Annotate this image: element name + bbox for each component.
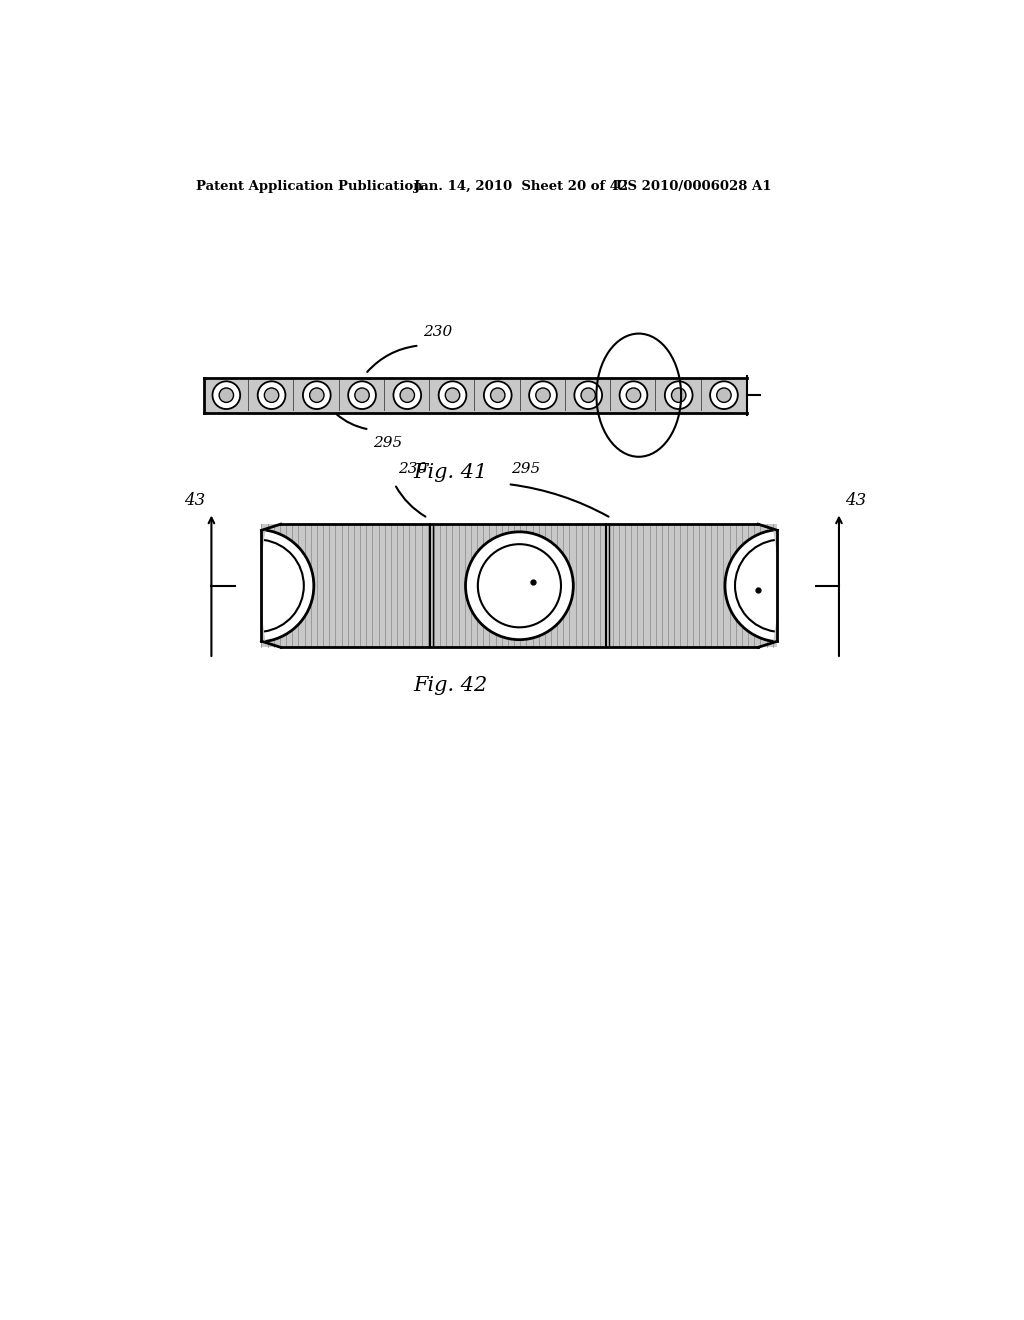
Text: 295: 295 [373, 436, 402, 450]
Text: Fig. 42: Fig. 42 [413, 676, 487, 694]
Circle shape [264, 388, 279, 403]
Circle shape [309, 388, 324, 403]
Circle shape [445, 388, 460, 403]
Bar [204, 378, 746, 412]
Text: Fig. 41: Fig. 41 [413, 462, 487, 482]
Text: Jan. 14, 2010  Sheet 20 of 42: Jan. 14, 2010 Sheet 20 of 42 [414, 181, 628, 194]
Bar [261, 524, 777, 647]
Circle shape [348, 381, 376, 409]
Text: 43: 43 [845, 492, 866, 508]
Text: 230: 230 [423, 325, 453, 339]
Circle shape [490, 388, 505, 403]
Circle shape [620, 381, 647, 409]
Text: 43: 43 [184, 492, 205, 508]
Wedge shape [725, 531, 781, 642]
Text: 295: 295 [511, 462, 541, 477]
Wedge shape [258, 531, 313, 642]
Circle shape [665, 381, 692, 409]
Circle shape [710, 381, 738, 409]
Circle shape [355, 388, 370, 403]
Circle shape [393, 381, 421, 409]
Text: US 2010/0006028 A1: US 2010/0006028 A1 [615, 181, 771, 194]
Circle shape [400, 388, 415, 403]
Circle shape [536, 388, 550, 403]
Text: Patent Application Publication: Patent Application Publication [196, 181, 423, 194]
Circle shape [484, 381, 512, 409]
Circle shape [219, 388, 233, 403]
Circle shape [627, 388, 641, 403]
Circle shape [438, 381, 466, 409]
Circle shape [529, 381, 557, 409]
Circle shape [466, 532, 573, 640]
Circle shape [717, 388, 731, 403]
Circle shape [258, 381, 286, 409]
Text: 230: 230 [397, 462, 427, 477]
Circle shape [303, 381, 331, 409]
Circle shape [581, 388, 595, 403]
Circle shape [212, 381, 241, 409]
Circle shape [574, 381, 602, 409]
Circle shape [672, 388, 686, 403]
